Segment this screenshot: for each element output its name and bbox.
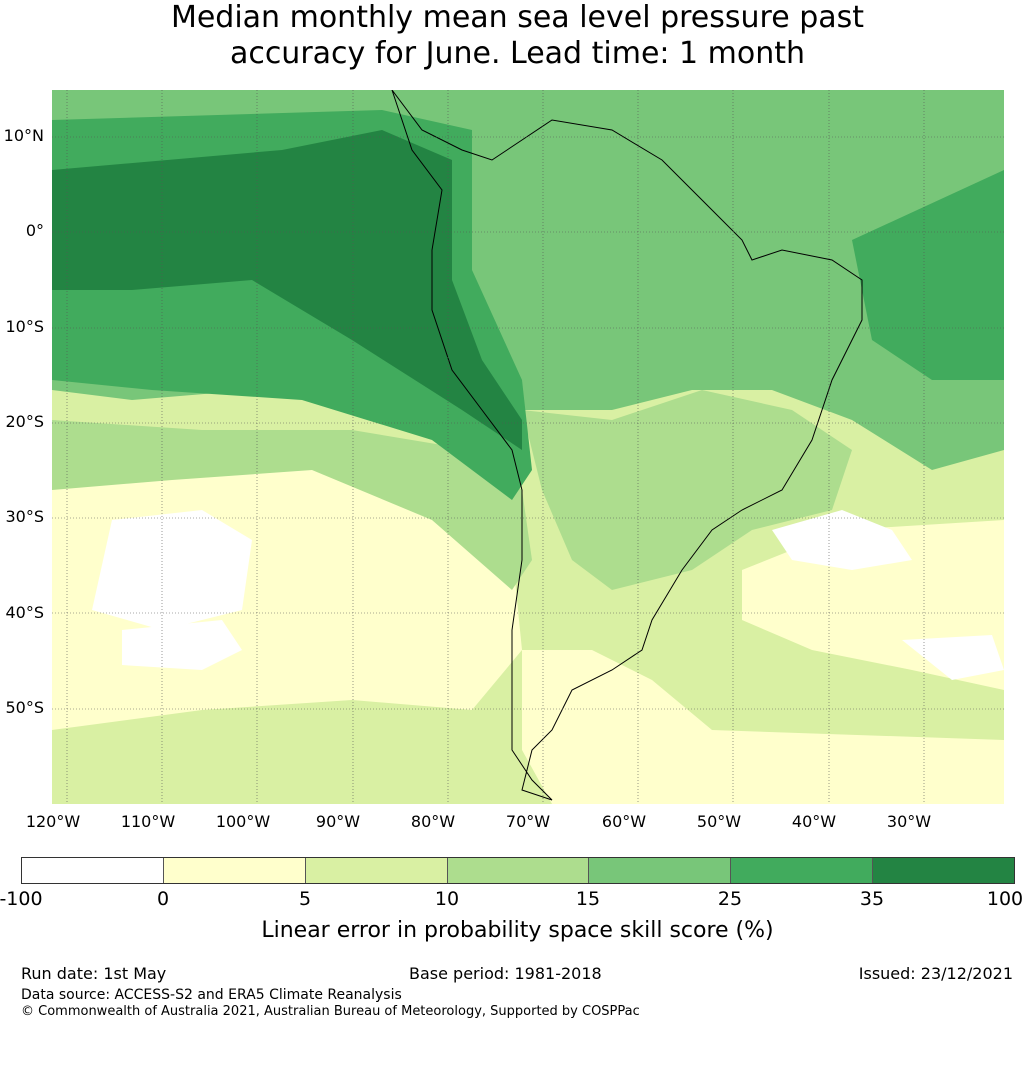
colorbar-segment-10-15 [447,858,590,883]
colorbar-tick: 100 [986,888,1024,910]
title-line-1: Median monthly mean sea level pressure p… [170,0,865,35]
lon-tick-40w: 40°W [791,812,837,831]
lat-tick-50s: 50°S [5,698,44,717]
lon-tick-120w: 120°W [25,812,81,831]
colorbar-tick: 0 [156,888,170,910]
lat-tick-10s: 10°S [5,317,44,336]
map-canvas [52,90,1004,804]
lon-tick-110w: 110°W [120,812,176,831]
colorbar-tick: 15 [575,888,601,910]
colorbar-tick: -100 [0,888,43,910]
skill-region-35-100 [52,130,522,450]
colorbar-tick: 5 [298,888,312,910]
skill-region-10-15 [52,420,532,590]
lon-tick-80w: 80°W [410,812,456,831]
colorbar-segment-15-25 [589,858,732,883]
skill-region-10-15-land [522,390,852,590]
base-period: Base period: 1981-2018 [409,964,602,983]
lon-tick-30w: 30°W [886,812,932,831]
colorbar-segment-0-5 [163,858,306,883]
skill-region-neg-3 [772,510,912,570]
run-date: Run date: 1st May [21,964,167,983]
colorbar [21,857,1015,884]
colorbar-tick: 35 [859,888,885,910]
lon-tick-100w: 100°W [215,812,271,831]
title-line-2: accuracy for June. Lead time: 1 month [229,36,806,71]
data-source: Data source: ACCESS-S2 and ERA5 Climate … [21,987,402,1003]
colorbar-tick: 10 [434,888,460,910]
lat-tick-30s: 30°S [5,507,44,526]
skill-region-25-35-atlantic [852,170,1004,380]
colorbar-label: Linear error in probability space skill … [261,918,774,943]
colorbar-tick: 25 [717,888,743,910]
lat-tick-10n: 10°N [3,126,44,145]
colorbar-segment-25-35 [731,858,874,883]
lat-tick-20s: 20°S [5,412,44,431]
colorbar-segment-35-100 [873,858,1015,883]
lat-tick-40s: 40°S [5,603,44,622]
lon-tick-60w: 60°W [601,812,647,831]
coastline-south-america [391,90,863,801]
issued-date: Issued: 23/12/2021 [858,964,1013,983]
lon-tick-50w: 50°W [696,812,742,831]
map-title: Median monthly mean sea level pressure p… [0,0,1035,72]
lat-tick-0: 0° [25,221,44,240]
skill-region-0-5-patagonia [522,650,1004,804]
skill-score-map[interactable] [52,90,1004,804]
skill-region-neg-4 [902,635,1004,680]
gridlines [52,90,1004,804]
colorbar-segment-5-10 [305,858,448,883]
lon-tick-90w: 90°W [315,812,361,831]
lon-tick-70w: 70°W [505,812,551,831]
copyright: © Commonwealth of Australia 2021, Austra… [21,1004,640,1019]
skill-region-neg-1 [92,510,252,630]
colorbar-segment-neg [22,858,164,883]
skill-region-neg-2 [122,620,242,670]
